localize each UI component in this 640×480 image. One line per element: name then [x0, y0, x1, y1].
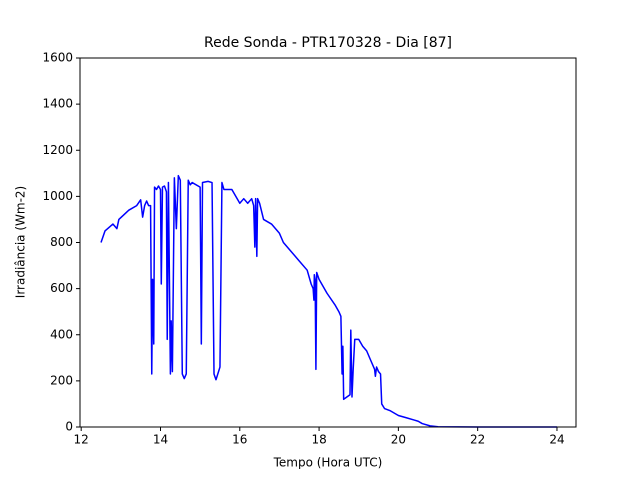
x-tick-label: 20	[391, 433, 406, 447]
y-tick-label: 1200	[42, 143, 73, 157]
y-tick-label: 1600	[42, 51, 73, 65]
x-tick-label: 16	[232, 433, 247, 447]
y-tick-label: 600	[50, 281, 73, 295]
x-tick-label: 24	[549, 433, 564, 447]
plot-frame	[79, 57, 577, 428]
y-tick-label: 1000	[42, 189, 73, 203]
x-tick-label: 14	[153, 433, 168, 447]
y-tick-label: 200	[50, 373, 73, 387]
x-tick-label: 12	[74, 433, 89, 447]
chart-title: Rede Sonda - PTR170328 - Dia [87]	[204, 35, 452, 51]
y-tick-label: 1400	[42, 97, 73, 111]
x-tick-label: 22	[470, 433, 485, 447]
data-line	[100, 174, 557, 428]
x-tick-label: 18	[311, 433, 326, 447]
y-tick-label: 400	[50, 327, 73, 341]
y-tick-label: 0	[65, 420, 73, 434]
y-axis-label: Irradiância (Wm-2)	[14, 186, 28, 298]
x-axis-label: Tempo (Hora UTC)	[273, 456, 383, 470]
y-tick-label: 800	[50, 235, 73, 249]
